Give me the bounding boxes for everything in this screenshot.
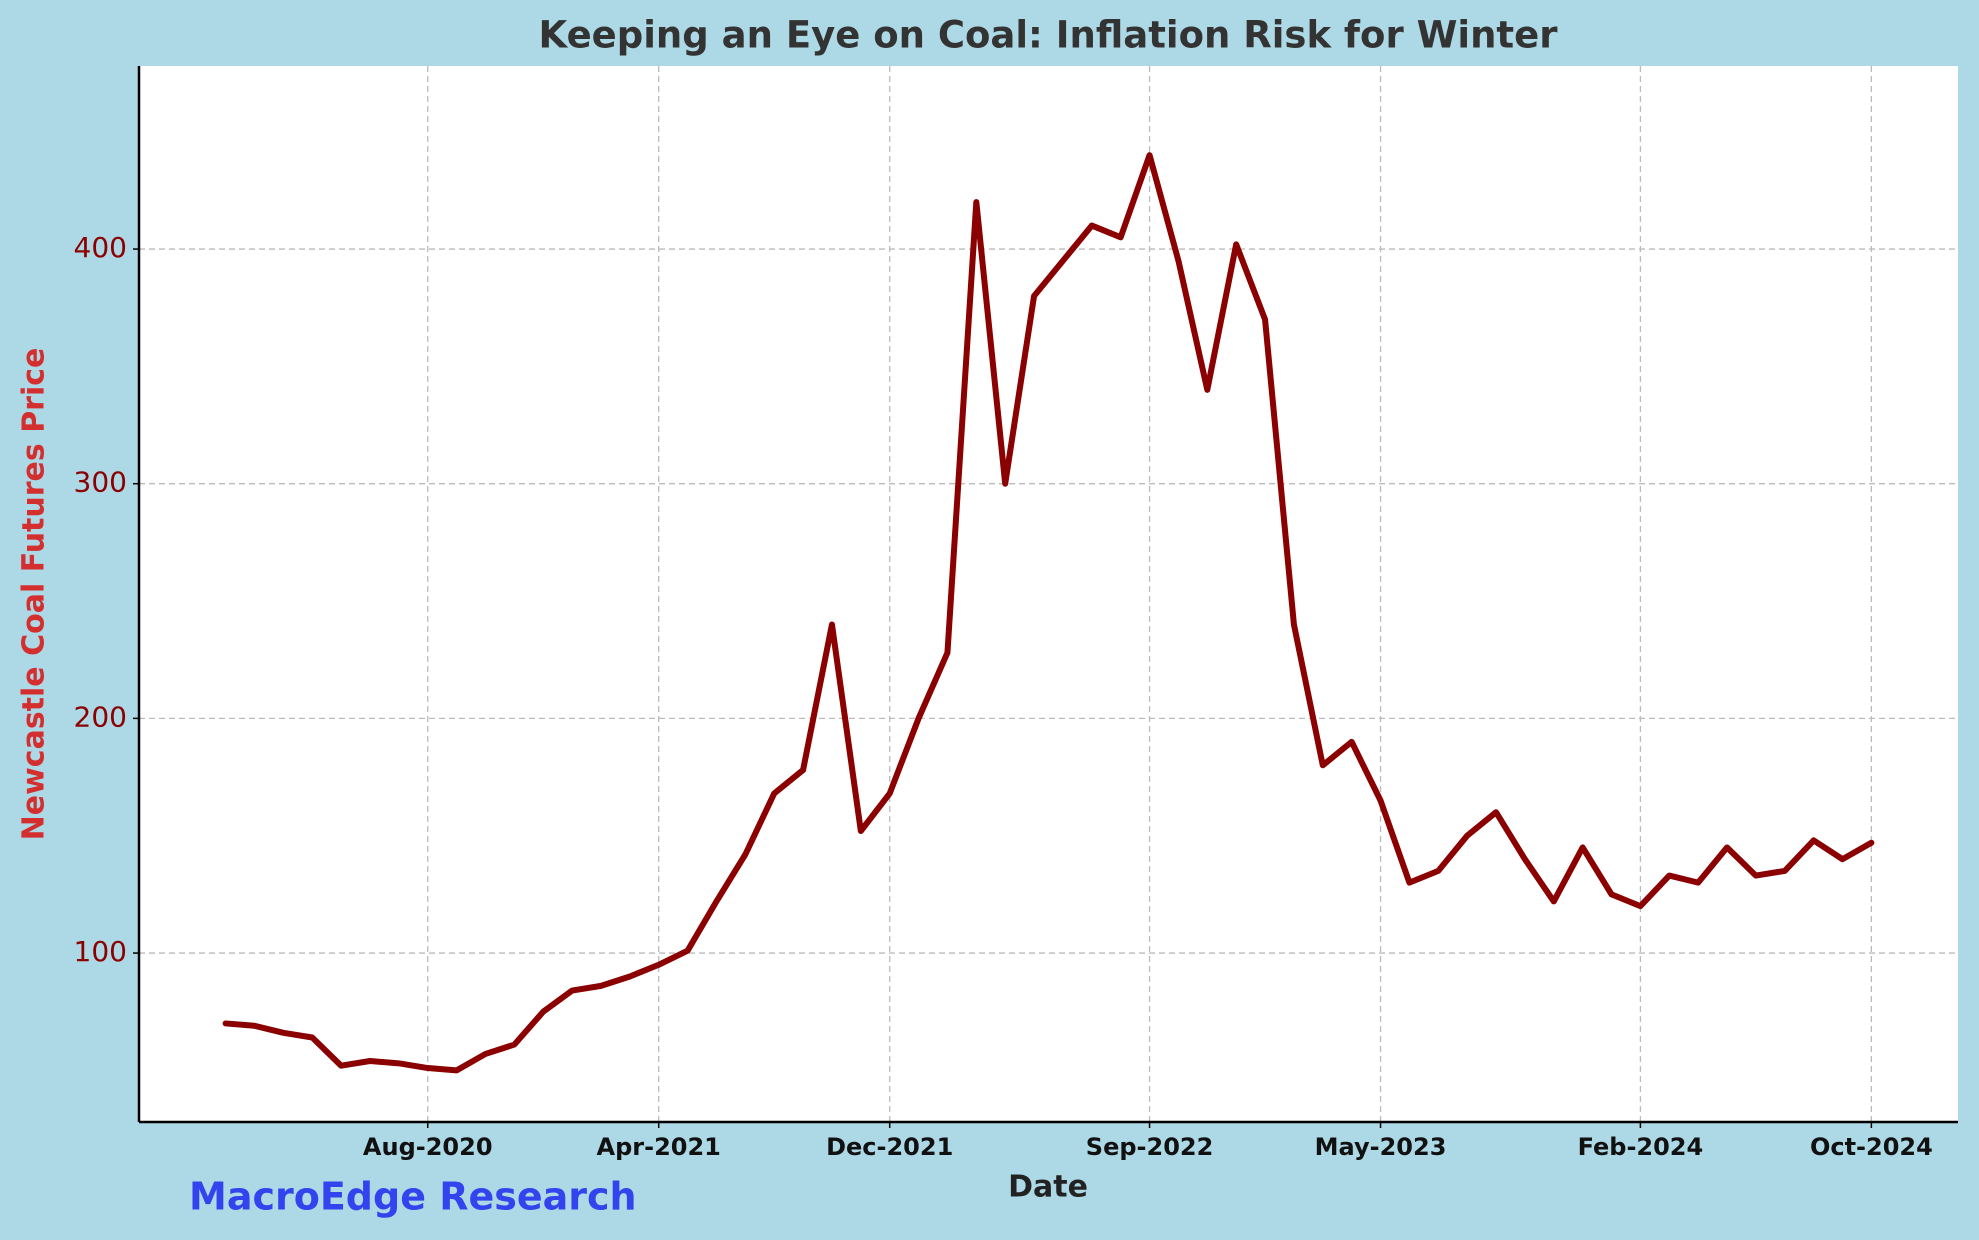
chart-title: Keeping an Eye on Coal: Inflation Risk f… [539, 14, 1559, 57]
x-tick-label: Sep-2022 [1086, 1133, 1214, 1161]
y-tick-label: 300 [74, 466, 127, 499]
x-tick-label: Dec-2021 [826, 1133, 953, 1161]
x-tick-label: Aug-2020 [363, 1133, 493, 1161]
y-tick-label: 200 [74, 700, 127, 733]
y-tick-label: 100 [74, 935, 127, 968]
x-axis-label: Date [1008, 1170, 1088, 1205]
x-tick-label: Feb-2024 [1578, 1133, 1704, 1161]
price-line [222, 152, 1875, 1074]
x-tick-label: Apr-2021 [597, 1133, 721, 1161]
y-axis-label: Newcastle Coal Futures Price [17, 348, 52, 841]
plot-area [139, 66, 1958, 1122]
x-tick-label: Oct-2024 [1810, 1133, 1933, 1161]
watermark: MacroEdge Research [189, 1175, 637, 1219]
y-tick-label: 400 [74, 231, 127, 264]
x-tick-label: May-2023 [1315, 1133, 1447, 1161]
